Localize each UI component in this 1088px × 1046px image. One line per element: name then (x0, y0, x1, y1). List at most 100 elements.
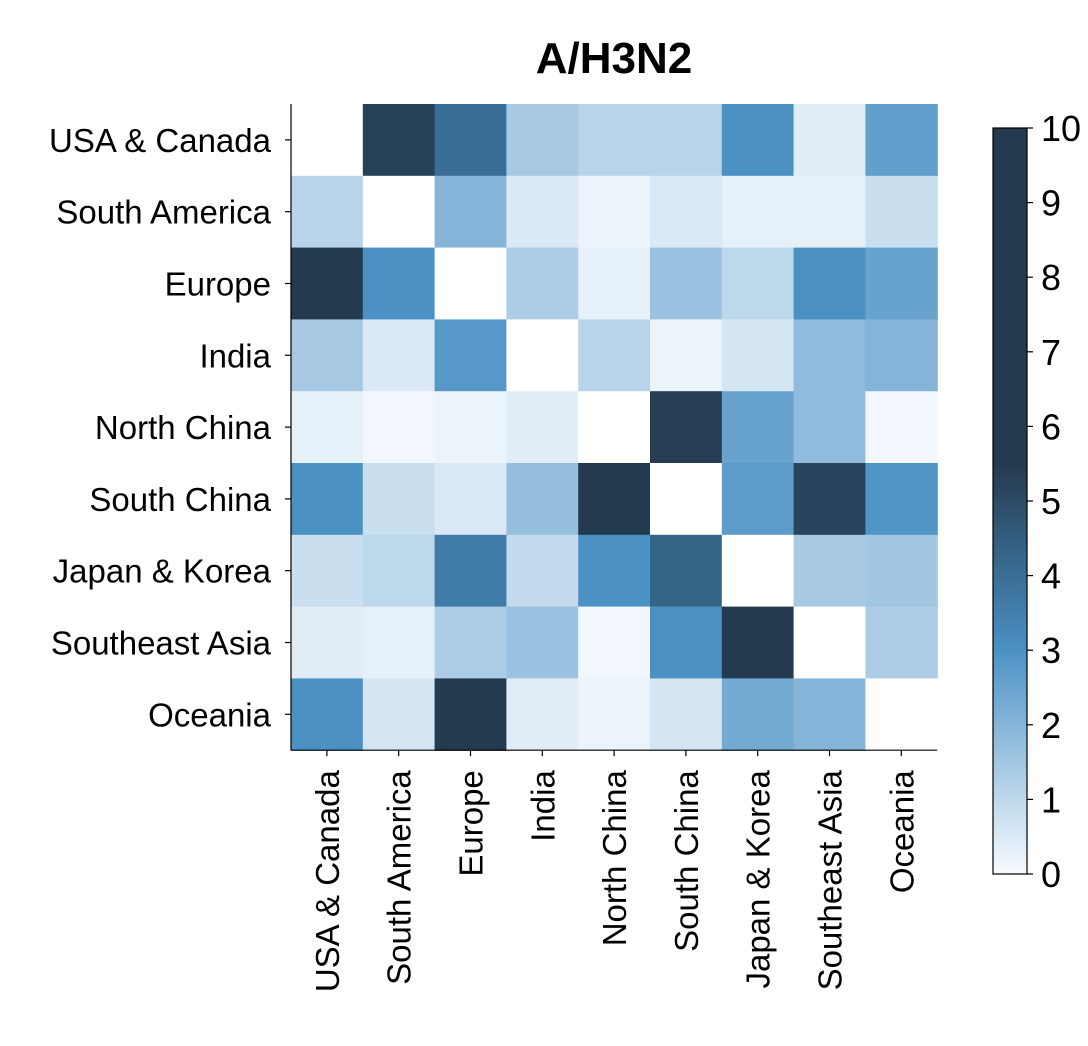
colorbar-tick-label: 0 (1041, 854, 1061, 895)
heatmap-cell (793, 247, 866, 320)
heatmap-cell (434, 678, 507, 751)
heatmap-cell (291, 104, 364, 177)
y-tick-label: Oceania (148, 696, 272, 733)
heatmap-cell (434, 463, 507, 536)
x-tick-label: Japan & Korea (740, 770, 777, 989)
y-tick-label: South China (89, 481, 271, 518)
heatmap-cell (291, 247, 364, 320)
y-tick-label: Europe (165, 266, 271, 303)
heatmap-cell (362, 247, 436, 320)
y-tick-label: India (199, 337, 271, 374)
heatmap-cell (865, 678, 938, 751)
heatmap-cell (506, 319, 579, 392)
heatmap-cell (865, 247, 938, 320)
heatmap-cell (291, 175, 364, 249)
heatmap-cell (578, 534, 651, 608)
heatmap-cell (434, 175, 507, 249)
colorbar-tick-label: 10 (1041, 108, 1081, 149)
heatmap-cell (434, 319, 507, 392)
heatmap-cell (362, 463, 436, 536)
heatmap-cell (793, 463, 866, 536)
heatmap-cell (650, 678, 723, 751)
heatmap-cell (434, 534, 507, 608)
heatmap-cell (578, 678, 651, 751)
heatmap-cell (721, 319, 795, 392)
heatmap-cell (865, 104, 938, 177)
heatmap-cell (793, 391, 866, 464)
heatmap-cell (362, 678, 436, 751)
heatmap-cell (793, 678, 866, 751)
heatmap-cell (434, 606, 507, 679)
heatmap-cell (721, 175, 795, 249)
heatmap-cell (721, 104, 795, 177)
heatmap-cell (362, 606, 436, 679)
heatmap-cell (578, 463, 651, 536)
heatmap-cell (650, 175, 723, 249)
colorbar-tick-label: 8 (1041, 257, 1061, 298)
y-tick-label: USA & Canada (49, 122, 272, 159)
heatmap-cell (362, 534, 436, 608)
heatmap-cell (865, 391, 938, 464)
heatmap-cell (650, 463, 723, 536)
heatmap-cell (865, 463, 938, 536)
heatmap-cell (721, 391, 795, 464)
heatmap-cell (721, 606, 795, 679)
colorbar-tick-label: 6 (1041, 406, 1061, 447)
heatmap-cell (291, 319, 364, 392)
x-tick-labels: USA & Canada South America Europe India Nort… (309, 770, 920, 993)
x-tick-label: South America (381, 770, 418, 985)
heatmap-cell (650, 104, 723, 177)
heatmap-cell (650, 534, 723, 608)
y-tick-label: North China (95, 409, 272, 446)
colorbar-tick-label: 2 (1041, 705, 1061, 746)
heatmap-cell (291, 391, 364, 464)
heatmap-cell (578, 175, 651, 249)
heatmap-cell (650, 391, 723, 464)
heatmap-cell (506, 678, 579, 751)
colorbar-tick-label: 9 (1041, 183, 1061, 224)
heatmap-cell (793, 534, 866, 608)
heatmap-cell (578, 247, 651, 320)
heatmap-cell (793, 104, 866, 177)
heatmap-cell (506, 247, 579, 320)
heatmap-cell (650, 247, 723, 320)
heatmap-cell (793, 319, 866, 392)
colorbar-tick-label: 7 (1041, 332, 1061, 373)
heatmap-cell (865, 534, 938, 608)
heatmap-cell (650, 319, 723, 392)
heatmap-cell (506, 534, 579, 608)
x-tick-label: USA & Canada (309, 770, 346, 993)
heatmap-cell (793, 175, 866, 249)
heatmap-axes (285, 104, 938, 757)
chart-title: A/H3N2 (536, 34, 693, 83)
heatmap-cell (362, 319, 436, 392)
y-tick-labels: USA & Canada South America Europe India Nort… (49, 122, 272, 733)
heatmap-cell (506, 606, 579, 679)
x-tick-label: Southeast Asia (812, 770, 849, 991)
heatmap-cell (721, 463, 795, 536)
heatmap-cell (578, 606, 651, 679)
heatmap-cell (721, 678, 795, 751)
heatmap-cell (434, 391, 507, 464)
y-tick-label: South America (56, 194, 271, 231)
heatmap-cell (362, 104, 436, 177)
heatmap-cells (291, 104, 938, 751)
colorbar: 0 1 2 3 4 5 6 7 8 9 10 (992, 108, 1081, 895)
y-tick-label: Southeast Asia (51, 625, 272, 662)
heatmap-cell (362, 391, 436, 464)
heatmap-cell (291, 678, 364, 751)
heatmap-cell (291, 463, 364, 536)
heatmap-cell (650, 606, 723, 679)
heatmap-cell (578, 104, 651, 177)
heatmap-cell (721, 534, 795, 608)
x-tick-label: Europe (453, 770, 490, 876)
heatmap-cell (865, 319, 938, 392)
heatmap-cell (434, 104, 507, 177)
heatmap-cell (291, 606, 364, 679)
y-tick-label: Japan & Korea (53, 553, 272, 590)
x-tick-label: South China (668, 770, 705, 952)
heatmap-cell (506, 463, 579, 536)
heatmap-cell (291, 534, 364, 608)
heatmap-cell (506, 175, 579, 249)
